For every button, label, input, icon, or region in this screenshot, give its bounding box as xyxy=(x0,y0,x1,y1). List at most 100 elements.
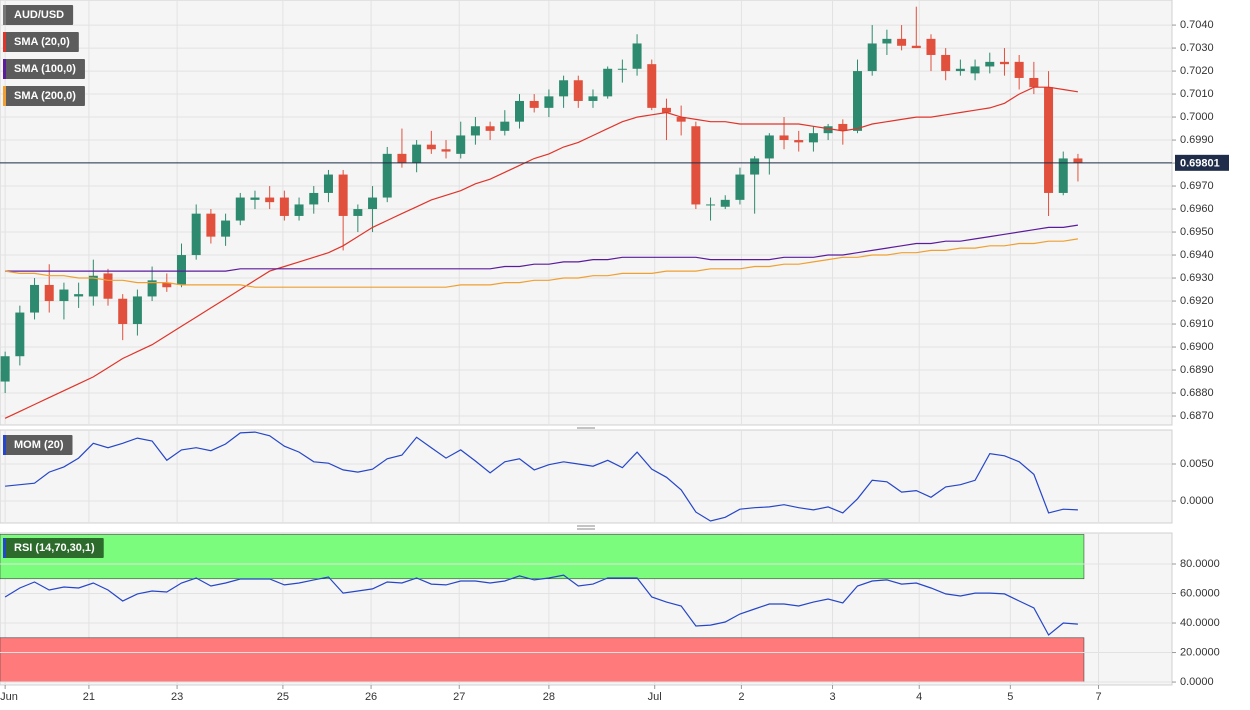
candle-body xyxy=(1073,158,1083,164)
y-tick-label: 0.7020 xyxy=(1180,65,1214,77)
candle-body xyxy=(412,144,422,164)
candle-body xyxy=(559,80,569,97)
y-tick-label: 0.0000 xyxy=(1180,495,1214,507)
candle-body xyxy=(191,213,201,256)
y-tick-label: 0.6910 xyxy=(1180,318,1214,330)
legend-box xyxy=(3,32,79,52)
candle-body xyxy=(500,121,510,131)
candle-body xyxy=(59,289,69,302)
panel: 0.0000 0.0050 xyxy=(0,429,1214,524)
legend-box xyxy=(3,59,85,79)
y-tick-label: 60.0000 xyxy=(1180,587,1220,599)
candle-body xyxy=(720,199,730,207)
candle-body xyxy=(661,107,671,113)
x-tick-label: 4 xyxy=(916,691,922,703)
x-tick-label: 25 xyxy=(277,691,289,703)
candle-body xyxy=(764,135,774,159)
candle-body xyxy=(647,64,657,108)
y-tick-label: 0.6920 xyxy=(1180,295,1214,307)
candle-body xyxy=(588,96,598,101)
y-tick-label: 0.7040 xyxy=(1180,19,1214,31)
candle-body xyxy=(309,192,319,205)
candle-body xyxy=(750,158,760,175)
candle-body xyxy=(632,43,642,69)
candle-body xyxy=(779,135,789,141)
candle-body xyxy=(265,197,275,203)
legend-swatch xyxy=(3,435,6,455)
candle-body xyxy=(30,284,40,313)
candle-body xyxy=(0,356,10,382)
candle-body xyxy=(808,133,818,143)
y-tick-label: 0.6990 xyxy=(1180,134,1214,146)
y-tick-label: 0.6900 xyxy=(1180,341,1214,353)
legend-label: RSI (14,70,30,1) xyxy=(14,542,95,554)
legend-label: SMA (20,0) xyxy=(14,36,70,48)
candle-body xyxy=(176,255,186,285)
candle-body xyxy=(88,275,98,297)
last-price-label: 0.69801 xyxy=(1180,158,1220,170)
candle-body xyxy=(926,38,936,55)
candle-body xyxy=(1058,158,1068,193)
candle-body xyxy=(397,153,407,164)
series-line xyxy=(5,238,1078,288)
legend-label: AUD/USD xyxy=(14,9,64,21)
legend: AUD/USD SMA (20,0) SMA (100,0) SMA (200,0) xyxy=(3,5,85,106)
candle-body xyxy=(882,38,892,44)
x-tick-label: 23 xyxy=(171,691,183,703)
legend: MOM (20) xyxy=(3,435,73,455)
candle-body xyxy=(485,126,495,131)
candle-body xyxy=(691,126,701,205)
series-line xyxy=(5,431,1078,522)
candle-body xyxy=(441,149,451,152)
candle-body xyxy=(74,294,84,297)
candle-body xyxy=(353,209,363,216)
legend-swatch xyxy=(3,538,6,558)
candle-body xyxy=(1029,77,1039,88)
candle-body xyxy=(368,197,378,210)
candle-body xyxy=(515,100,525,122)
candle-body xyxy=(735,174,745,200)
legend-box xyxy=(3,538,104,558)
candle-body xyxy=(132,296,142,325)
candle-body xyxy=(617,68,627,70)
candle-body xyxy=(426,144,436,150)
candle-body xyxy=(794,140,804,143)
candle-body xyxy=(382,153,392,198)
x-tick-label: 28 xyxy=(543,691,555,703)
x-tick-label: 5 xyxy=(1007,691,1013,703)
legend-box xyxy=(3,5,74,25)
legend-label: SMA (200,0) xyxy=(14,90,76,102)
x-tick-label: Jun xyxy=(0,691,18,703)
y-tick-label: 80.0000 xyxy=(1180,558,1220,570)
legend-swatch xyxy=(3,32,6,52)
legend-label: MOM (20) xyxy=(14,439,64,451)
candle-body xyxy=(985,61,995,67)
legend: RSI (14,70,30,1) xyxy=(3,538,104,558)
candle-body xyxy=(573,80,583,101)
legend-swatch xyxy=(3,5,6,25)
plot-area xyxy=(0,429,1173,524)
legend-box xyxy=(3,86,85,106)
y-tick-label: 0.0000 xyxy=(1180,676,1214,688)
candle-body xyxy=(456,135,466,154)
candle-body xyxy=(838,123,848,131)
x-tick-label: 21 xyxy=(83,691,95,703)
candle-body xyxy=(103,273,113,299)
candle-body xyxy=(544,96,554,108)
candle-body xyxy=(206,213,216,237)
x-tick-label: 2 xyxy=(738,691,744,703)
last-price-box xyxy=(1175,154,1229,171)
candle-body xyxy=(529,100,539,108)
candle-body xyxy=(676,117,686,122)
y-tick-label: 0.6950 xyxy=(1180,226,1214,238)
candle-body xyxy=(147,280,157,297)
candle-body xyxy=(162,282,172,288)
candle-body xyxy=(603,68,613,97)
candle-body xyxy=(338,174,348,216)
candle-body xyxy=(853,71,863,131)
x-tick-label: 7 xyxy=(1095,691,1101,703)
candle-body xyxy=(941,54,951,72)
candle-body xyxy=(911,45,921,49)
y-tick-label: 20.0000 xyxy=(1180,646,1220,658)
